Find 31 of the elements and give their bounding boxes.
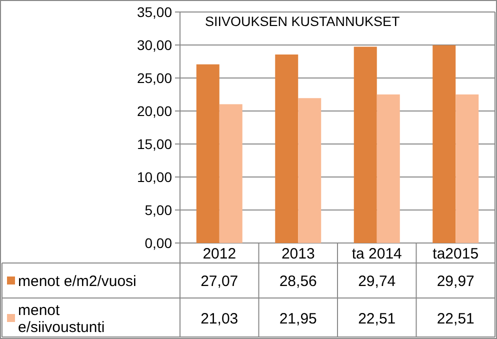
bar (219, 104, 242, 243)
chart-title: SIIVOUKSEN KUSTANNUKSET (205, 14, 400, 29)
bar (298, 98, 322, 243)
y-tick-label: 25,00 (136, 70, 172, 86)
legend-label: menot e/m2/vuosi (18, 272, 136, 290)
data-label: 21,95 (279, 310, 317, 328)
bar (456, 94, 479, 243)
data-label: 28,56 (279, 272, 317, 290)
x-tick-label: 2012 (202, 245, 236, 262)
y-tick-label: 30,00 (136, 36, 172, 53)
y-tick-label: 0,00 (144, 234, 172, 251)
x-tick-label: 2013 (281, 245, 315, 262)
x-tick-label: ta 2014 (352, 245, 402, 262)
y-tick-label: 15,00 (136, 136, 172, 152)
bar (275, 54, 298, 243)
legend-label: menot e/siivoustunti (18, 302, 105, 336)
bar (196, 64, 220, 243)
y-tick-label: 35,00 (136, 4, 172, 20)
data-label: 29,74 (358, 272, 396, 290)
y-tick-label: 5,00 (144, 202, 172, 218)
y-tick-label: 20,00 (136, 102, 172, 119)
bar (354, 46, 377, 243)
data-label: 29,97 (436, 272, 474, 290)
data-label: 27,07 (200, 272, 238, 290)
data-label: 22,51 (358, 310, 396, 328)
y-tick-label: 10,00 (136, 168, 172, 185)
x-tick-label: ta2015 (432, 245, 479, 262)
data-label: 21,03 (200, 310, 238, 328)
bar (432, 45, 456, 243)
data-label: 22,51 (436, 310, 474, 328)
bar (376, 94, 400, 243)
